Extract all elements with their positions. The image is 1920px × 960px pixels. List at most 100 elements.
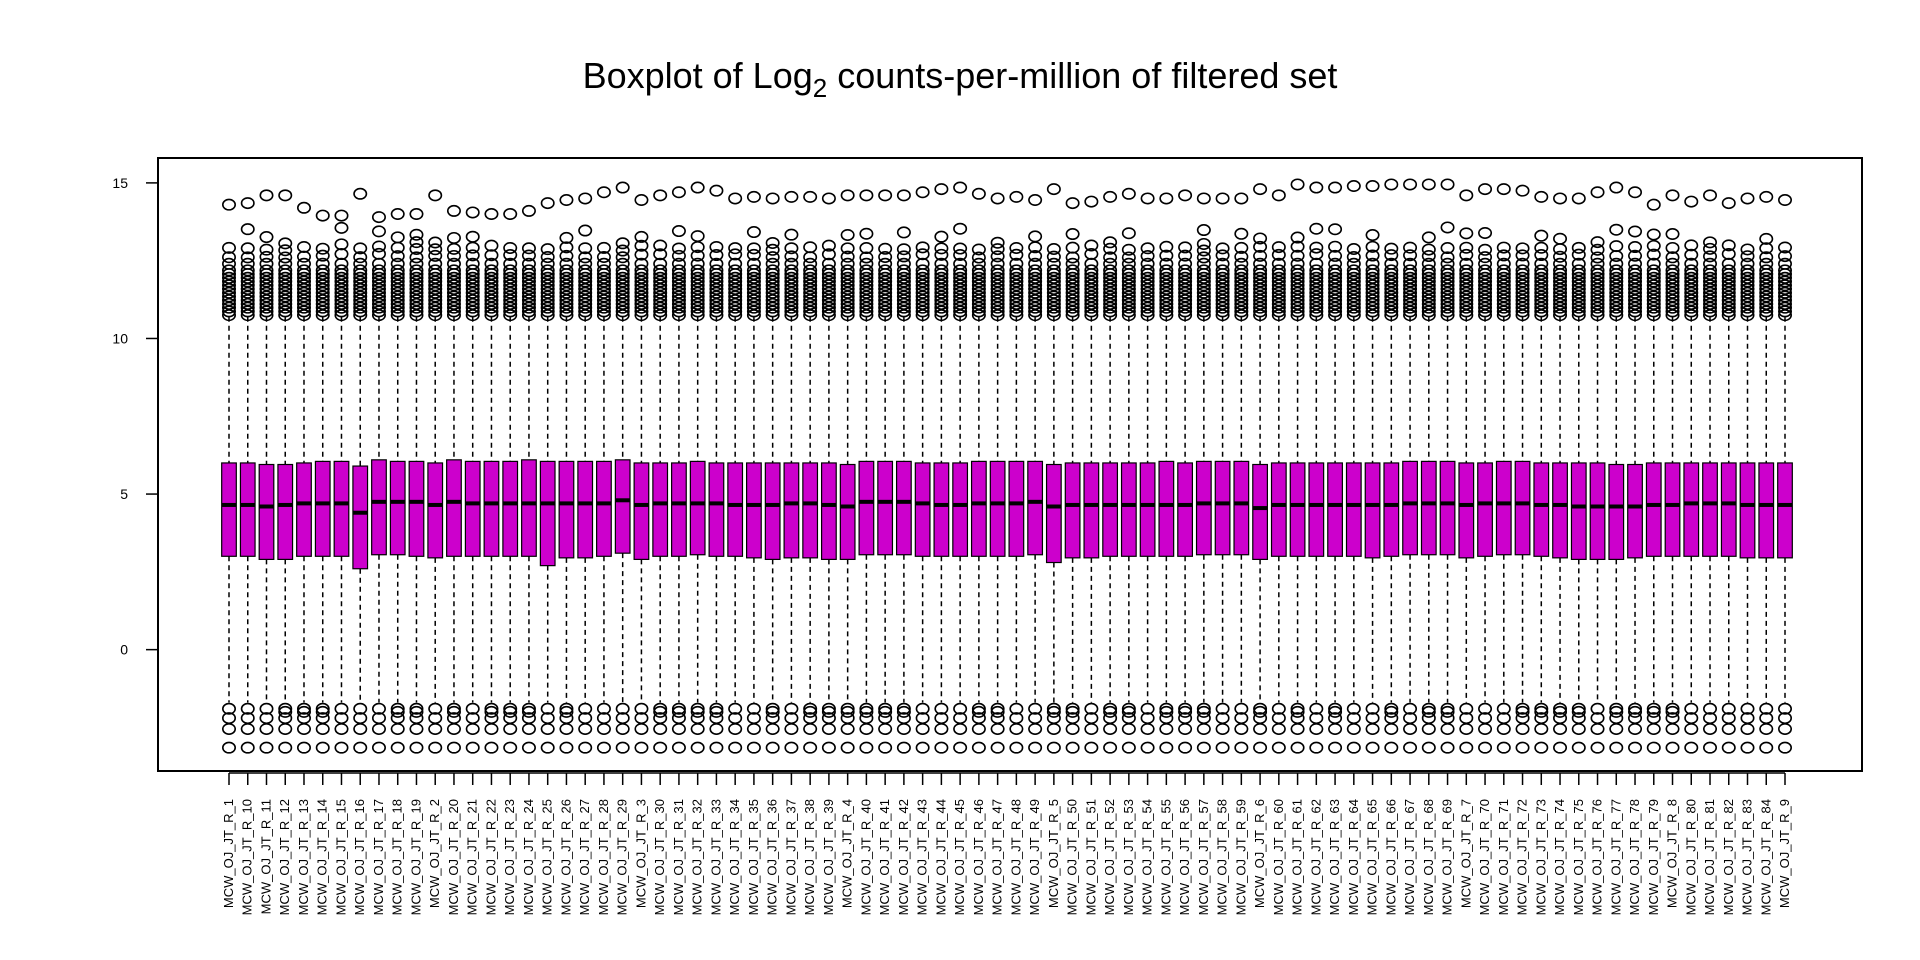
- x-tick-label: MCW_OJ_JT_R_13: [296, 799, 311, 915]
- box-series: [221, 178, 1793, 754]
- outlier-point: [1140, 305, 1155, 318]
- outlier-point: [1496, 290, 1511, 303]
- box-iqr: [895, 460, 912, 556]
- outlier-point: [1590, 702, 1605, 715]
- outlier-point: [503, 264, 518, 277]
- outlier-point: [1103, 702, 1118, 715]
- box-iqr: [1008, 460, 1025, 557]
- outlier-point: [1778, 305, 1793, 318]
- outlier-point: [878, 283, 893, 296]
- outlier-point: [1384, 178, 1399, 191]
- outlier-point: [746, 283, 761, 296]
- outlier-point: [1646, 248, 1661, 261]
- x-tick-label: MCW_OJ_JT_R_83: [1740, 799, 1755, 915]
- outlier-point: [559, 301, 574, 314]
- x-tick-label: MCW_OJ_JT_R_68: [1421, 799, 1436, 915]
- outlier-point: [1421, 705, 1436, 718]
- outlier-point: [1403, 249, 1418, 262]
- outlier-point: [634, 305, 649, 318]
- outlier-point: [1721, 279, 1736, 292]
- outlier-point: [1553, 279, 1568, 292]
- outlier-point: [1028, 264, 1043, 277]
- outlier-point: [671, 257, 686, 270]
- outlier-point: [1721, 722, 1736, 735]
- outlier-point: [1159, 283, 1174, 296]
- outlier-point: [1365, 305, 1380, 318]
- outlier-point: [1590, 309, 1605, 322]
- x-axis: MCW_OJ_JT_R_1 MCW_OJ_JT_R_10 MCW_OJ_JT_R_1…: [221, 772, 1792, 915]
- outlier-point: [1271, 248, 1286, 261]
- outlier-point: [446, 301, 461, 314]
- outlier-point: [1759, 741, 1774, 754]
- outlier-point: [1365, 309, 1380, 322]
- x-tick-label: MCW_OJ_JT_R_40: [858, 799, 873, 915]
- outlier-point: [1665, 702, 1680, 715]
- outlier-point: [1121, 227, 1136, 240]
- outlier-point: [971, 286, 986, 299]
- outlier-point: [1140, 264, 1155, 277]
- outlier-point: [465, 305, 480, 318]
- box-iqr: [502, 460, 519, 557]
- outlier-point: [1515, 741, 1530, 754]
- outlier-point: [371, 286, 386, 299]
- outlier-point: [1178, 741, 1193, 754]
- box-MCW_OJ_JT_R_27: [577, 192, 594, 754]
- outlier-point: [1121, 275, 1136, 288]
- outlier-point: [596, 305, 611, 318]
- outlier-point: [1515, 305, 1530, 318]
- x-tick-label: MCW_OJ_JT_R_81: [1702, 799, 1717, 915]
- x-tick-label: MCW_OJ_JT_R_67: [1402, 799, 1417, 915]
- outlier-point: [1421, 243, 1436, 256]
- outlier-point: [540, 741, 555, 754]
- outlier-point: [690, 286, 705, 299]
- outlier-point: [1140, 242, 1155, 255]
- outlier-point: [1628, 286, 1643, 299]
- outlier-point: [709, 741, 724, 754]
- outlier-point: [559, 271, 574, 284]
- outlier-point: [240, 279, 255, 292]
- outlier-point: [1515, 702, 1530, 715]
- outlier-point: [934, 702, 949, 715]
- outlier-point: [1103, 283, 1118, 296]
- outlier-point: [803, 305, 818, 318]
- outlier-point: [521, 271, 536, 284]
- outlier-point: [1346, 275, 1361, 288]
- outlier-point: [1009, 290, 1024, 303]
- x-tick-label: MCW_OJ_JT_R_78: [1627, 799, 1642, 915]
- outlier-point: [1271, 189, 1286, 202]
- title-subscript: 2: [813, 73, 827, 103]
- outlier-point: [671, 305, 686, 318]
- box-iqr: [1195, 460, 1212, 556]
- box-MCW_OJ_JT_R_22: [483, 208, 500, 754]
- outlier-point: [1553, 232, 1568, 245]
- outlier-point: [746, 722, 761, 735]
- outlier-point: [1609, 264, 1624, 277]
- box-MCW_OJ_JT_R_35: [746, 190, 762, 754]
- outlier-point: [990, 286, 1005, 299]
- outlier-point: [953, 309, 968, 322]
- outlier-point: [1496, 275, 1511, 288]
- outlier-point: [878, 279, 893, 292]
- box-MCW_OJ_JT_R_39: [820, 192, 837, 754]
- outlier-point: [484, 286, 499, 299]
- outlier-point: [1628, 309, 1643, 322]
- outlier-point: [615, 290, 630, 303]
- outlier-point: [446, 286, 461, 299]
- outlier-point: [1084, 294, 1099, 307]
- box-iqr: [1402, 460, 1418, 556]
- outlier-point: [446, 741, 461, 754]
- outlier-point: [765, 702, 780, 715]
- outlier-point: [1403, 271, 1418, 284]
- outlier-point: [896, 275, 911, 288]
- outlier-point: [1046, 243, 1061, 256]
- x-tick-label: MCW_OJ_JT_R_28: [596, 799, 611, 915]
- outlier-point: [1103, 264, 1118, 277]
- outlier-point: [1590, 283, 1605, 296]
- outlier-point: [1496, 271, 1511, 284]
- outlier-point: [559, 294, 574, 307]
- outlier-point: [784, 242, 799, 255]
- outlier-point: [1609, 223, 1624, 236]
- outlier-point: [259, 243, 274, 256]
- outlier-point: [1478, 257, 1493, 270]
- outlier-point: [596, 275, 611, 288]
